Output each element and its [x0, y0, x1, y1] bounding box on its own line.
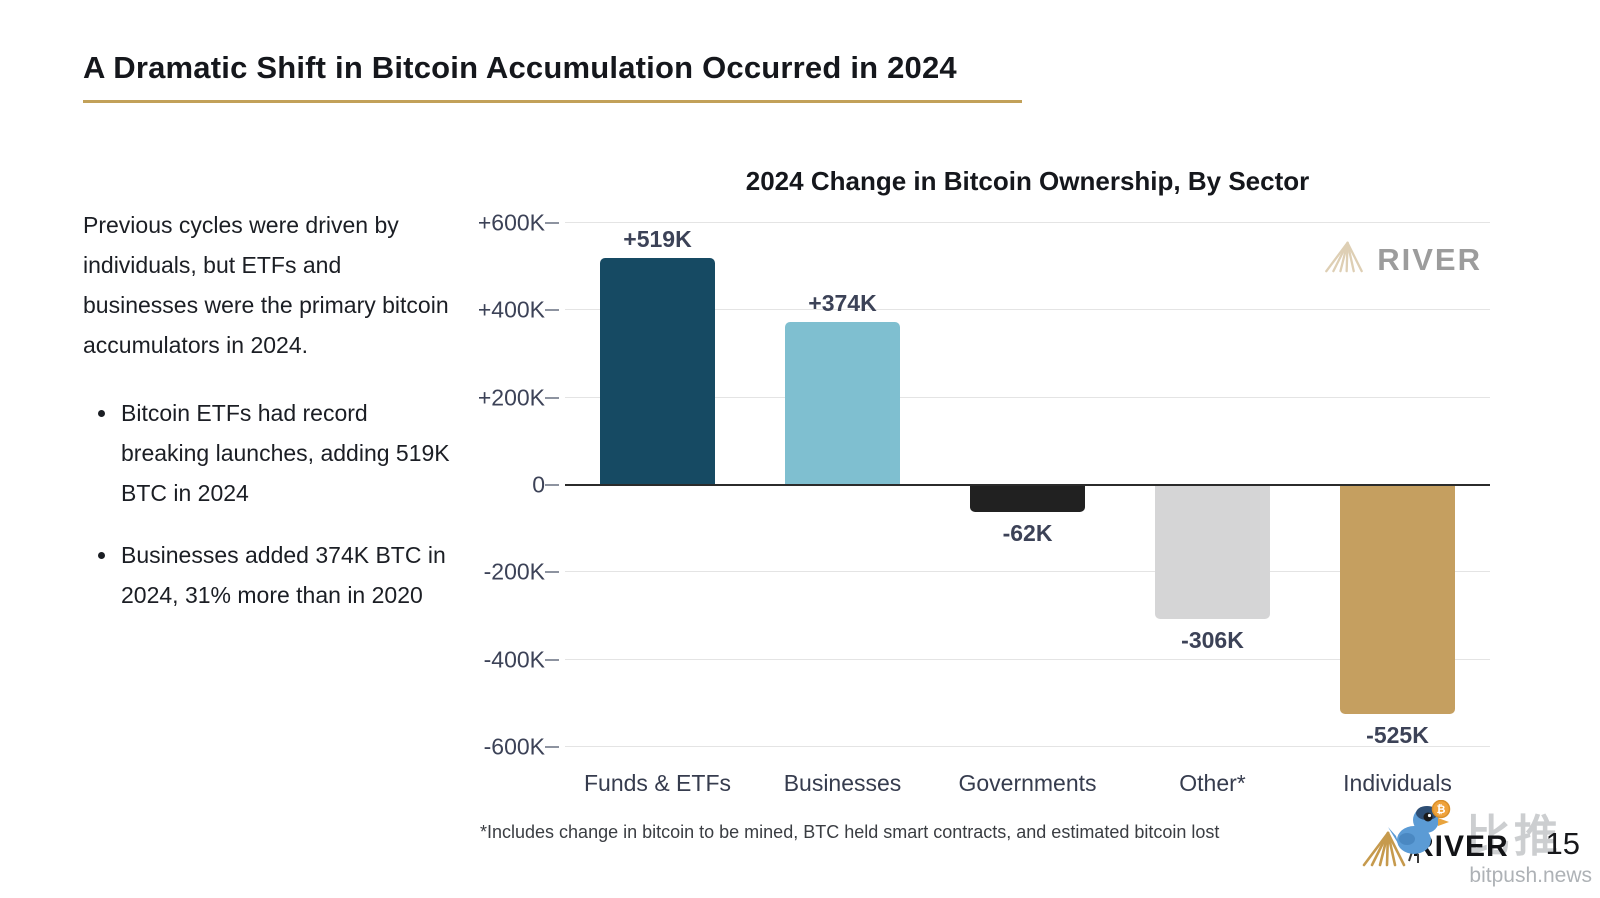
bar-individuals	[1340, 485, 1455, 715]
river-watermark-label: RIVER	[1377, 241, 1482, 277]
commentary-panel: Previous cycles were driven by individua…	[83, 205, 455, 637]
gridline	[565, 396, 1490, 398]
x-category-label: Businesses	[783, 770, 902, 796]
y-tick-label: +400K	[477, 296, 545, 323]
y-tick-mark	[545, 571, 559, 574]
zero-axis-line	[565, 484, 1490, 486]
bar-chart: 2024 Change in Bitcoin Ownership, By Sec…	[478, 158, 1510, 858]
x-category-label: Governments	[958, 770, 1097, 796]
footer-branding: 比推 RIVER ₿	[1350, 799, 1592, 894]
bar-other	[1155, 485, 1270, 619]
y-tick-label: +200K	[477, 384, 545, 411]
y-tick-label: -400K	[483, 646, 545, 673]
page-number: 15	[1545, 826, 1580, 861]
bitpush-domain-watermark: bitpush.news	[1469, 864, 1592, 887]
commentary-bullet-list: Bitcoin ETFs had record breaking launche…	[83, 393, 455, 615]
bar-governments	[970, 485, 1085, 513]
gridline	[565, 746, 1490, 747]
y-tick-mark	[545, 484, 559, 486]
river-mountain-icon	[1321, 240, 1367, 279]
gridline	[565, 571, 1490, 573]
gridline	[565, 309, 1490, 311]
y-tick-label: -200K	[483, 558, 545, 585]
y-tick-mark	[545, 658, 559, 661]
river-mountain-icon	[1358, 830, 1410, 873]
x-axis: Funds & ETFs Businesses Governments Other* I…	[565, 770, 1490, 800]
x-category-label: Funds & ETFs	[584, 770, 731, 796]
y-tick-label: 0	[532, 471, 545, 498]
y-tick-mark	[545, 222, 559, 224]
svg-text:₿: ₿	[1437, 804, 1446, 816]
bar-value-label: +374K	[808, 289, 877, 316]
y-tick-mark	[545, 746, 559, 748]
page-title: A Dramatic Shift in Bitcoin Accumulation…	[83, 50, 1022, 103]
bar-value-label: +519K	[623, 226, 692, 253]
bar-value-label: -525K	[1366, 722, 1429, 749]
x-category-label: Individuals	[1343, 770, 1452, 796]
bar-value-label: -306K	[1181, 626, 1244, 653]
river-watermark: RIVER	[1321, 240, 1482, 279]
bar-value-label: -62K	[1002, 520, 1053, 547]
bar-businesses	[785, 321, 900, 485]
bullet-item: Bitcoin ETFs had record breaking launche…	[119, 393, 455, 513]
y-tick-mark	[545, 396, 559, 399]
commentary-paragraph: Previous cycles were driven by individua…	[83, 212, 449, 358]
gridline	[565, 222, 1490, 223]
x-category-label: Other*	[1179, 770, 1246, 796]
chart-footnote: *Includes change in bitcoin to be mined,…	[480, 822, 1220, 842]
chart-title: 2024 Change in Bitcoin Ownership, By Sec…	[745, 166, 1310, 196]
plot-area: +600K +400K +200K 0 -200K -400K -600K +519K +374…	[478, 210, 1490, 760]
y-tick-label: -600K	[483, 733, 545, 760]
y-tick-mark	[545, 309, 559, 312]
bullet-item: Businesses added 374K BTC in 2024, 31% m…	[119, 535, 455, 615]
gridline	[565, 658, 1490, 660]
bitpush-cn-watermark: 比推	[1466, 812, 1562, 861]
y-tick-label: +600K	[477, 209, 545, 236]
bar-funds-etfs	[600, 258, 715, 485]
bitpush-bird-icon: ₿	[1388, 799, 1452, 871]
